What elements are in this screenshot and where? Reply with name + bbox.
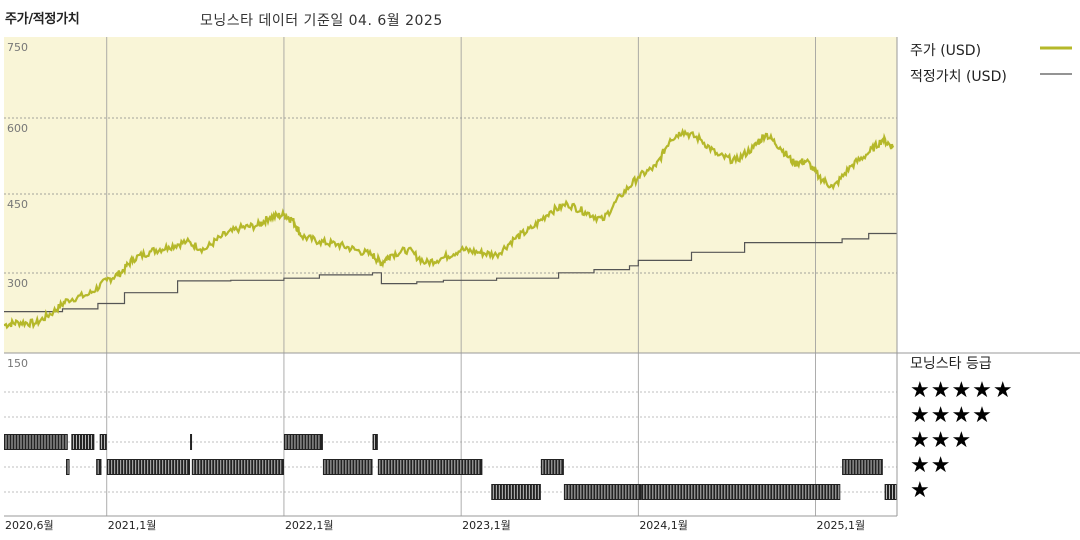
rating-bar-2-stars: [322, 459, 373, 475]
rating-bar-2-stars: [96, 459, 102, 475]
rating-3-stars: ★★★: [910, 428, 973, 453]
y-tick-label: 600: [7, 122, 28, 135]
x-tick-label: 2020,6월: [5, 519, 54, 532]
y-tick-labels: 750 600 450 300 150: [7, 41, 28, 370]
rating-bar-3-stars: [4, 434, 68, 450]
rating-bar-2-stars: [66, 459, 70, 475]
rating-4-stars: ★★★★: [910, 403, 993, 428]
rating-bar-2-stars: [540, 459, 564, 475]
rating-bar-1-stars: [491, 484, 541, 500]
price-panel-background: [4, 37, 897, 353]
rating-bar-1-stars: [884, 484, 897, 500]
price-line: [3, 127, 895, 330]
rating-bars: [4, 434, 897, 500]
x-tick-label: 2021,1월: [108, 519, 157, 532]
x-tick-label: 2023,1월: [462, 519, 511, 532]
rating-2-stars: ★★: [910, 453, 952, 478]
rating-bar-3-stars: [372, 434, 378, 450]
rating-bar-2-stars: [842, 459, 883, 475]
x-tick-labels: 2020,6월 2021,1월 2022,1월 2023,1월 2024,1월 2025,…: [5, 519, 865, 532]
x-tick-label: 2024,1월: [639, 519, 688, 532]
rating-5-stars: ★★★★★: [910, 378, 1014, 403]
rating-bar-1-stars: [563, 484, 642, 500]
x-tick-label: 2025,1월: [816, 519, 865, 532]
rating-bar-2-stars: [377, 459, 483, 475]
y-tick-label: 450: [7, 198, 28, 211]
y-tick-label: 300: [7, 277, 28, 290]
rating-bar-1-stars: [641, 484, 841, 500]
chart-title: 주가/적정가치: [5, 12, 80, 27]
rating-1-stars: ★: [910, 478, 931, 503]
data-date-subtitle: 모닝스타 데이터 기준일 04. 6월 2025: [200, 13, 443, 29]
rating-title: 모닝스타 등급: [910, 356, 992, 372]
rating-bar-3-stars: [71, 434, 95, 450]
fair-value-line: [4, 232, 897, 313]
x-tick-label: 2022,1월: [285, 519, 334, 532]
rating-bar-3-stars: [99, 434, 107, 450]
fair-value-legend-label: 적정가치 (USD): [910, 69, 1007, 85]
rating-bar-3-stars: [283, 434, 323, 450]
rating-bar-3-stars: [190, 434, 193, 450]
y-tick-label: 150: [7, 357, 28, 370]
price-legend-label: 주가 (USD): [910, 43, 982, 59]
y-tick-label: 750: [7, 41, 28, 54]
rating-bar-2-stars: [191, 459, 284, 475]
rating-bar-2-stars: [106, 459, 191, 475]
